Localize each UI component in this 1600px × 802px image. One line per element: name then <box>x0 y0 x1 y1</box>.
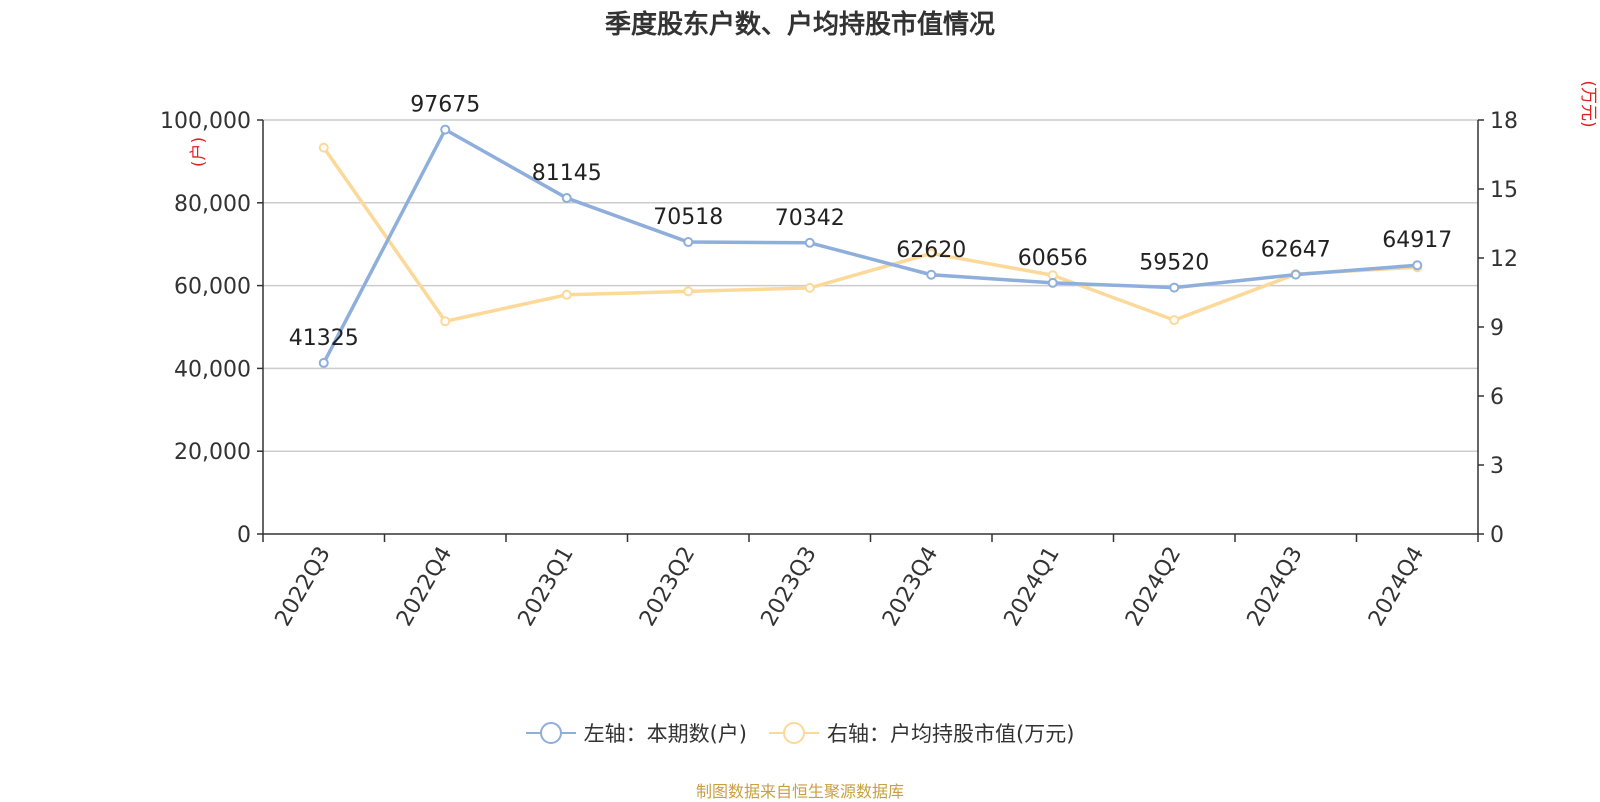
series-0-point <box>804 237 815 248</box>
series-right <box>318 142 1423 327</box>
left-axis-ticks: 0 20,000 40,000 60,000 80,000 100,000 <box>160 109 263 548</box>
series-1-point <box>804 282 815 293</box>
left-tick-label: 40,000 <box>174 357 251 382</box>
data-label: 60656 <box>1018 246 1088 271</box>
x-tick-label: 2024Q4 <box>1364 543 1429 631</box>
series-1-point <box>683 286 694 297</box>
right-tick-label: 0 <box>1490 523 1504 548</box>
series-0-point <box>561 193 572 204</box>
data-label: 62620 <box>896 238 966 263</box>
right-tick-label: 12 <box>1490 247 1518 272</box>
legend-label-left: 左轴：本期数(户) <box>583 722 747 746</box>
data-label: 64917 <box>1382 228 1452 253</box>
right-tick-label: 3 <box>1490 454 1504 479</box>
x-axis-ticks: 2022Q3 2022Q4 2023Q1 2023Q2 2023Q3 2023Q4 2024… <box>262 534 1479 631</box>
series-0-point <box>1047 277 1058 288</box>
series-1-point <box>561 289 572 300</box>
right-tick-label: 15 <box>1490 178 1518 203</box>
x-tick-label: 2022Q4 <box>392 543 457 631</box>
x-tick-label: 2022Q3 <box>271 543 336 631</box>
left-tick-label: 0 <box>237 523 251 548</box>
chart-title: 季度股东户数、户均持股市值情况 <box>604 10 995 40</box>
legend-marker-right-icon <box>769 722 819 744</box>
series-0-point <box>1290 269 1301 280</box>
legend-item-right[interactable]: 右轴：户均持股市值(万元) <box>769 718 1074 748</box>
right-tick-label: 9 <box>1490 316 1504 341</box>
series-1-line <box>322 146 1418 323</box>
x-tick-label: 2023Q3 <box>757 543 822 631</box>
right-tick-label: 18 <box>1490 109 1518 134</box>
source-note: 制图数据来自恒生聚源数据库 <box>695 782 904 801</box>
series-left <box>318 124 1423 368</box>
axes <box>262 120 1479 535</box>
series-0-point <box>926 269 937 280</box>
series-0-point <box>318 357 329 368</box>
data-label: 59520 <box>1139 251 1209 276</box>
grid-lines <box>263 119 1478 452</box>
data-label: 41325 <box>289 326 359 351</box>
legend-item-left[interactable]: 左轴：本期数(户) <box>525 718 747 748</box>
data-label: 81145 <box>532 161 602 186</box>
series-1-point <box>926 248 937 259</box>
right-axis-ticks: 0 3 6 9 12 15 18 <box>1478 109 1518 548</box>
x-tick-label: 2024Q1 <box>1000 543 1065 631</box>
x-tick-label: 2024Q3 <box>1243 543 1308 631</box>
x-tick-label: 2023Q2 <box>635 543 700 631</box>
series-0-point <box>1412 260 1423 271</box>
data-label: 97675 <box>410 93 480 118</box>
left-tick-label: 60,000 <box>174 275 251 300</box>
left-tick-label: 100,000 <box>160 109 251 134</box>
left-tick-label: 80,000 <box>174 192 251 217</box>
series-0-point <box>1169 282 1180 293</box>
series-1-point <box>1169 315 1180 326</box>
data-label: 70518 <box>653 205 723 230</box>
series-1-point <box>318 142 329 153</box>
series-0-line <box>322 127 1418 364</box>
data-label: 62647 <box>1261 238 1331 263</box>
right-axis-unit: (万元) <box>1578 80 1598 127</box>
series-0-point <box>683 237 694 248</box>
x-tick-label: 2023Q1 <box>514 543 579 631</box>
data-label: 70342 <box>775 206 845 231</box>
left-tick-label: 20,000 <box>174 440 251 465</box>
legend-label-right: 右轴：户均持股市值(万元) <box>827 722 1075 746</box>
line-chart: 0 20,000 40,000 60,000 80,000 100,000 0 3 6 9 12 1… <box>160 80 1598 631</box>
x-tick-label: 2024Q2 <box>1121 543 1186 631</box>
series-1-point <box>440 316 451 327</box>
x-tick-label: 2023Q4 <box>878 543 943 631</box>
legend: 左轴：本期数(户) 右轴：户均持股市值(万元) <box>0 718 1600 748</box>
series-0-point <box>440 124 451 135</box>
data-labels: 41325 97675 81145 70518 70342 62620 60656 59520… <box>289 93 1453 351</box>
legend-marker-left-icon <box>525 722 576 744</box>
right-tick-label: 6 <box>1490 385 1504 410</box>
left-axis-unit: (户) <box>189 137 209 167</box>
